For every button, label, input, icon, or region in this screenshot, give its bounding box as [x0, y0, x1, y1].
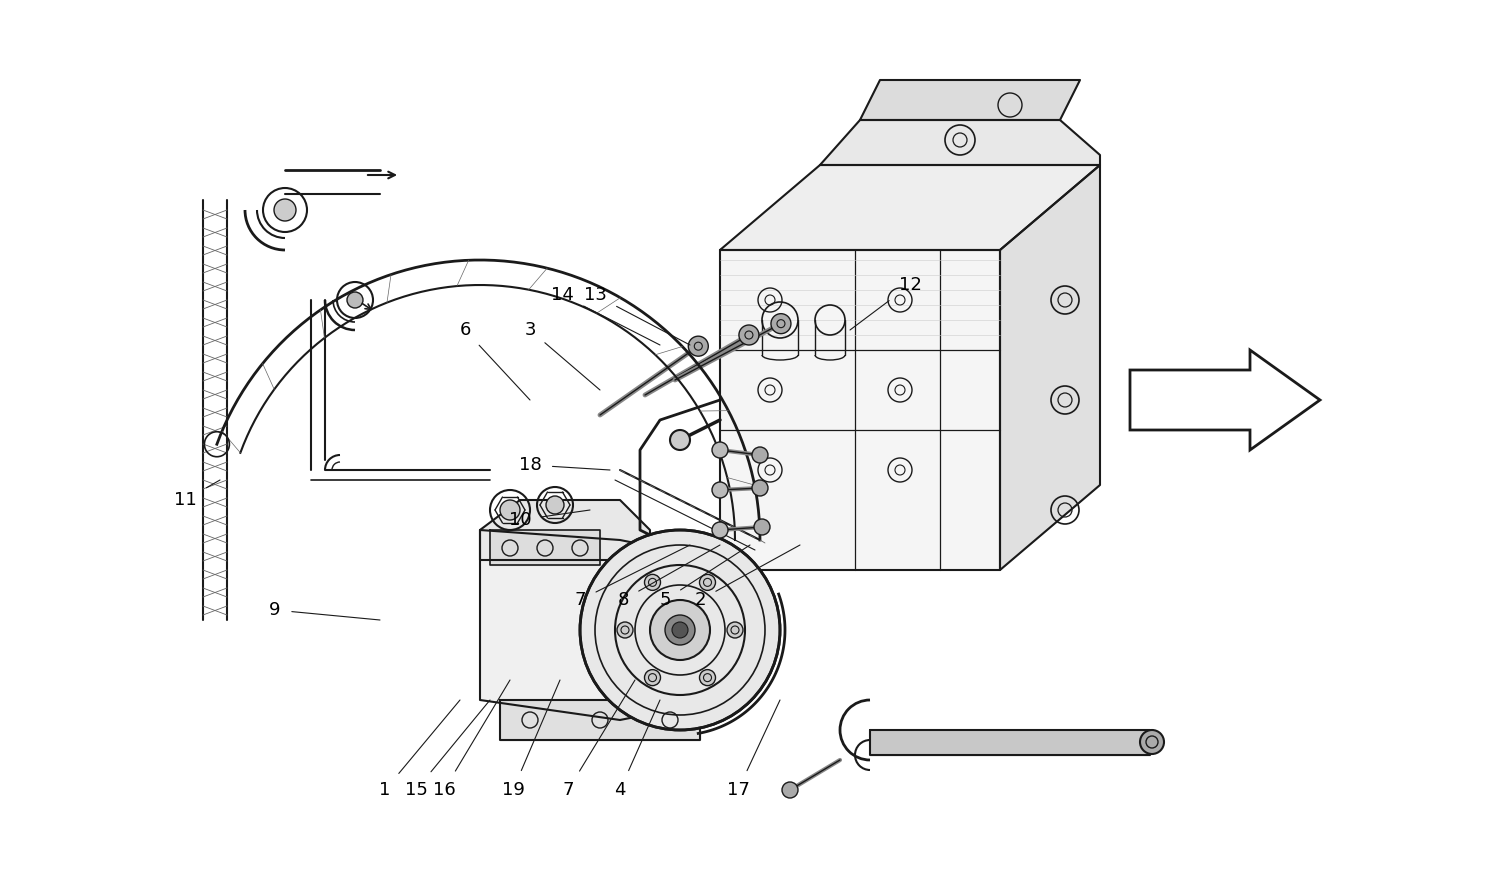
Circle shape: [650, 600, 710, 660]
Polygon shape: [490, 530, 600, 565]
Text: 15: 15: [405, 700, 490, 799]
Circle shape: [645, 670, 660, 686]
Circle shape: [752, 480, 768, 496]
Circle shape: [752, 447, 768, 463]
Circle shape: [754, 519, 770, 535]
Circle shape: [712, 442, 728, 458]
Text: 8: 8: [618, 545, 720, 609]
Circle shape: [645, 575, 660, 591]
Text: 5: 5: [660, 545, 750, 609]
Polygon shape: [859, 80, 1080, 120]
Circle shape: [771, 314, 790, 333]
Circle shape: [670, 430, 690, 450]
Circle shape: [500, 500, 520, 520]
Circle shape: [672, 622, 688, 638]
Text: 17: 17: [726, 700, 780, 799]
Text: 6: 6: [459, 321, 530, 400]
Text: 11: 11: [174, 480, 220, 509]
Text: 3: 3: [525, 321, 600, 390]
Polygon shape: [480, 500, 650, 560]
Circle shape: [346, 292, 363, 308]
Text: 7: 7: [574, 545, 690, 609]
Circle shape: [699, 575, 715, 591]
Polygon shape: [1000, 165, 1100, 570]
Circle shape: [580, 530, 780, 730]
Text: 9: 9: [270, 601, 380, 620]
Text: 7: 7: [562, 680, 634, 799]
Text: 12: 12: [850, 276, 921, 330]
Circle shape: [782, 782, 798, 798]
Text: 4: 4: [615, 700, 660, 799]
Text: 16: 16: [432, 680, 510, 799]
Circle shape: [712, 522, 728, 538]
Polygon shape: [500, 700, 700, 740]
Circle shape: [699, 670, 715, 686]
Circle shape: [728, 622, 742, 638]
Polygon shape: [720, 165, 1100, 250]
Text: 18: 18: [519, 456, 610, 474]
Circle shape: [712, 482, 728, 498]
Circle shape: [1140, 730, 1164, 754]
Text: 13: 13: [584, 286, 690, 345]
Text: 14: 14: [550, 286, 660, 345]
Polygon shape: [870, 730, 1150, 755]
Polygon shape: [720, 250, 1000, 570]
Polygon shape: [480, 530, 720, 720]
Circle shape: [664, 615, 694, 645]
Polygon shape: [821, 120, 1100, 165]
Text: 2: 2: [694, 545, 800, 609]
Circle shape: [616, 622, 633, 638]
Polygon shape: [1130, 350, 1320, 450]
Circle shape: [740, 325, 759, 345]
Circle shape: [546, 496, 564, 514]
Text: 1: 1: [380, 700, 460, 799]
Circle shape: [274, 199, 296, 221]
Text: 10: 10: [509, 510, 590, 529]
Circle shape: [688, 336, 708, 356]
Text: 19: 19: [501, 680, 560, 799]
